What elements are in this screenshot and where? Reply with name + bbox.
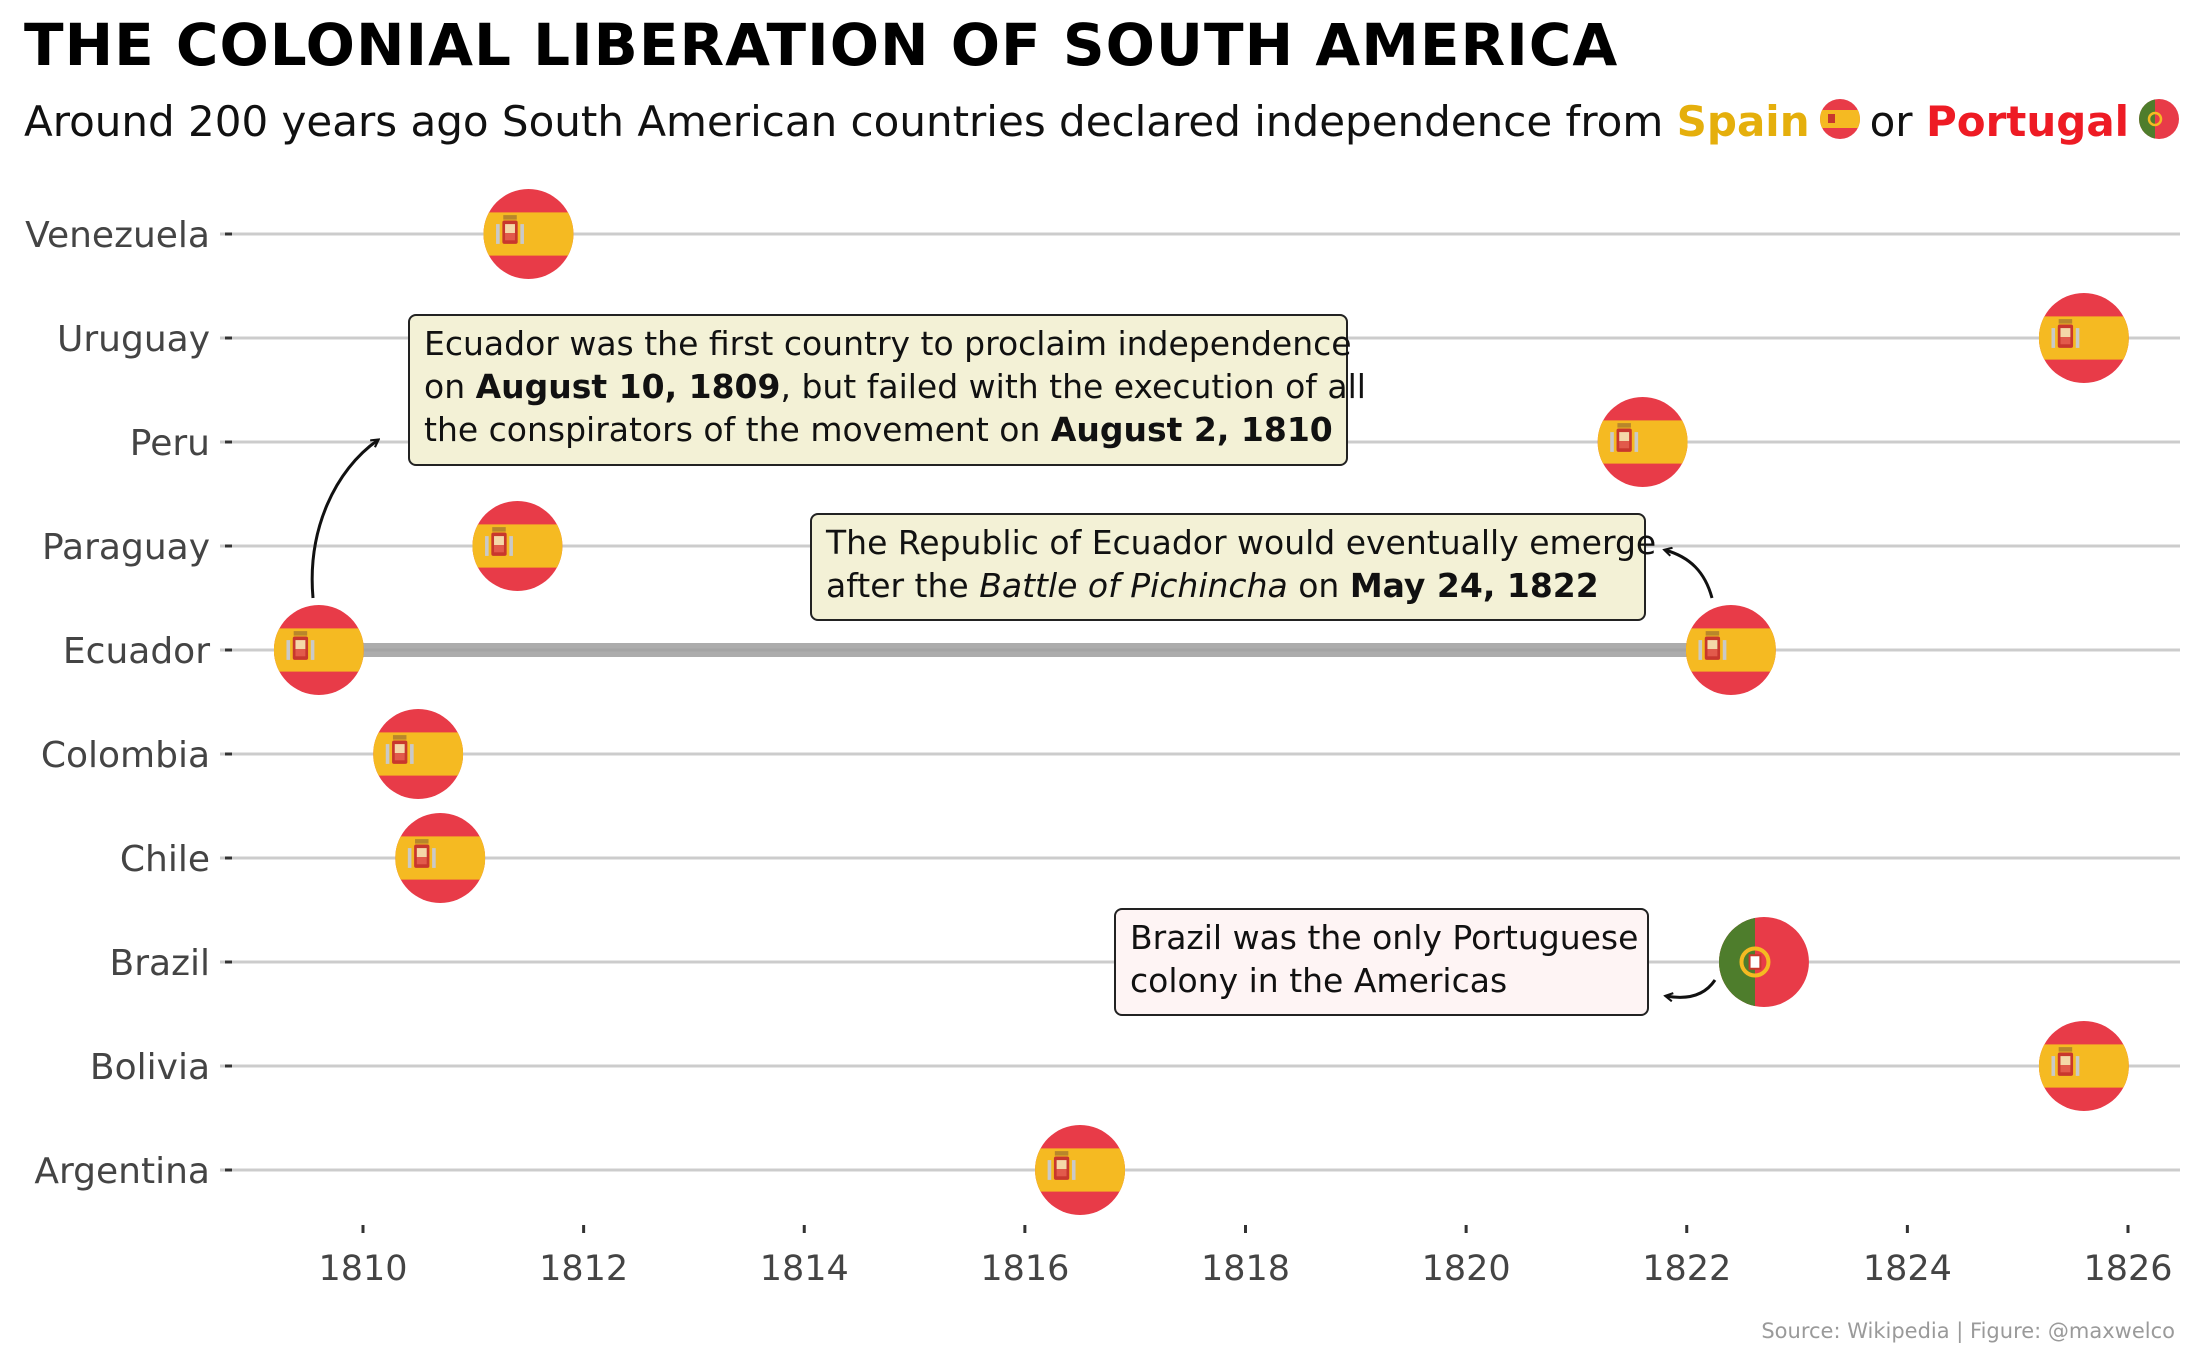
- data-point-bolivia-1825.6: [2038, 1021, 2129, 1111]
- data-point-ecuador-1822.4: [1685, 605, 1776, 695]
- note2-line1: The Republic of Ecuador would eventually…: [826, 523, 1657, 562]
- x-tick-label-1814: 1814: [760, 1249, 849, 1289]
- annotation-arrow-1: [310, 440, 378, 599]
- y-tick-label-colombia: Colombia: [41, 735, 210, 776]
- subtitle-portugal: Portugal: [1925, 97, 2130, 146]
- y-tick-label-bolivia: Bolivia: [90, 1047, 210, 1088]
- y-tick-label-chile: Chile: [120, 839, 210, 880]
- data-point-peru-1821.6: [1597, 397, 1688, 487]
- spain-flag-icon: [1819, 97, 1860, 153]
- x-tick-label-1816: 1816: [980, 1249, 1069, 1289]
- subtitle-or: or: [1869, 97, 1913, 146]
- note2-line2: after the Battle of Pichincha on May 24,…: [826, 566, 1599, 605]
- y-tick-label-brazil: Brazil: [110, 943, 210, 984]
- annotation-arrow-2: [1665, 550, 1714, 599]
- y-tick-label-argentina: Argentina: [34, 1151, 210, 1192]
- subtitle-text: Around 200 years ago South American coun…: [24, 97, 1664, 146]
- data-point-uruguay-1825.6: [2038, 293, 2129, 383]
- note1-line1: Ecuador was the first country to proclai…: [424, 324, 1352, 363]
- note3-line2: colony in the Americas: [1130, 961, 1508, 1000]
- data-point-paraguay-1811.4: [472, 501, 563, 591]
- x-tick-label-1820: 1820: [1422, 1249, 1511, 1289]
- x-tick-label-1810: 1810: [318, 1249, 407, 1289]
- page-subtitle: Around 200 years ago South American coun…: [24, 94, 2187, 153]
- y-tick-label-ecuador: Ecuador: [63, 631, 210, 672]
- note1-line2: on August 10, 1809, but failed with the …: [424, 367, 1366, 406]
- source-credit: Source: Wikipedia | Figure: @maxwelco: [1761, 1319, 2175, 1343]
- portugal-flag-icon: [2139, 97, 2180, 153]
- y-tick-label-uruguay: Uruguay: [57, 319, 210, 360]
- annotation-ecuador-first: Ecuador was the first country to proclai…: [408, 314, 1366, 466]
- data-point-ecuador-1809.6: [273, 605, 364, 695]
- y-tick-label-peru: Peru: [130, 423, 210, 464]
- note3-line1: Brazil was the only Portuguese: [1130, 918, 1639, 957]
- x-tick-label-1812: 1812: [539, 1249, 628, 1289]
- annotation-arrow-3: [1666, 979, 1717, 997]
- x-tick-label-1822: 1822: [1642, 1249, 1731, 1289]
- annotation-ecuador-republic: The Republic of Ecuador would eventually…: [810, 513, 1657, 621]
- data-point-brazil-1822.7: [1718, 917, 1809, 1007]
- x-tick-label-1824: 1824: [1863, 1249, 1952, 1289]
- page-title: THE COLONIAL LIBERATION OF SOUTH AMERICA: [24, 11, 1619, 79]
- y-tick-label-paraguay: Paraguay: [42, 527, 210, 568]
- y-tick-label-venezuela: Venezuela: [25, 215, 210, 256]
- note1-line3: the conspirators of the movement on Augu…: [424, 410, 1333, 449]
- data-point-colombia-1810.5: [373, 709, 464, 799]
- annotation-brazil: Brazil was the only Portuguese colony in…: [1114, 908, 1649, 1016]
- data-point-argentina-1816.5: [1035, 1125, 1126, 1215]
- x-tick-label-1818: 1818: [1201, 1249, 1290, 1289]
- data-point-venezuela-1811.5: [483, 189, 574, 279]
- subtitle-spain: Spain: [1676, 97, 1810, 146]
- x-tick-label-1826: 1826: [2083, 1249, 2172, 1289]
- data-point-chile-1810.7: [395, 813, 486, 903]
